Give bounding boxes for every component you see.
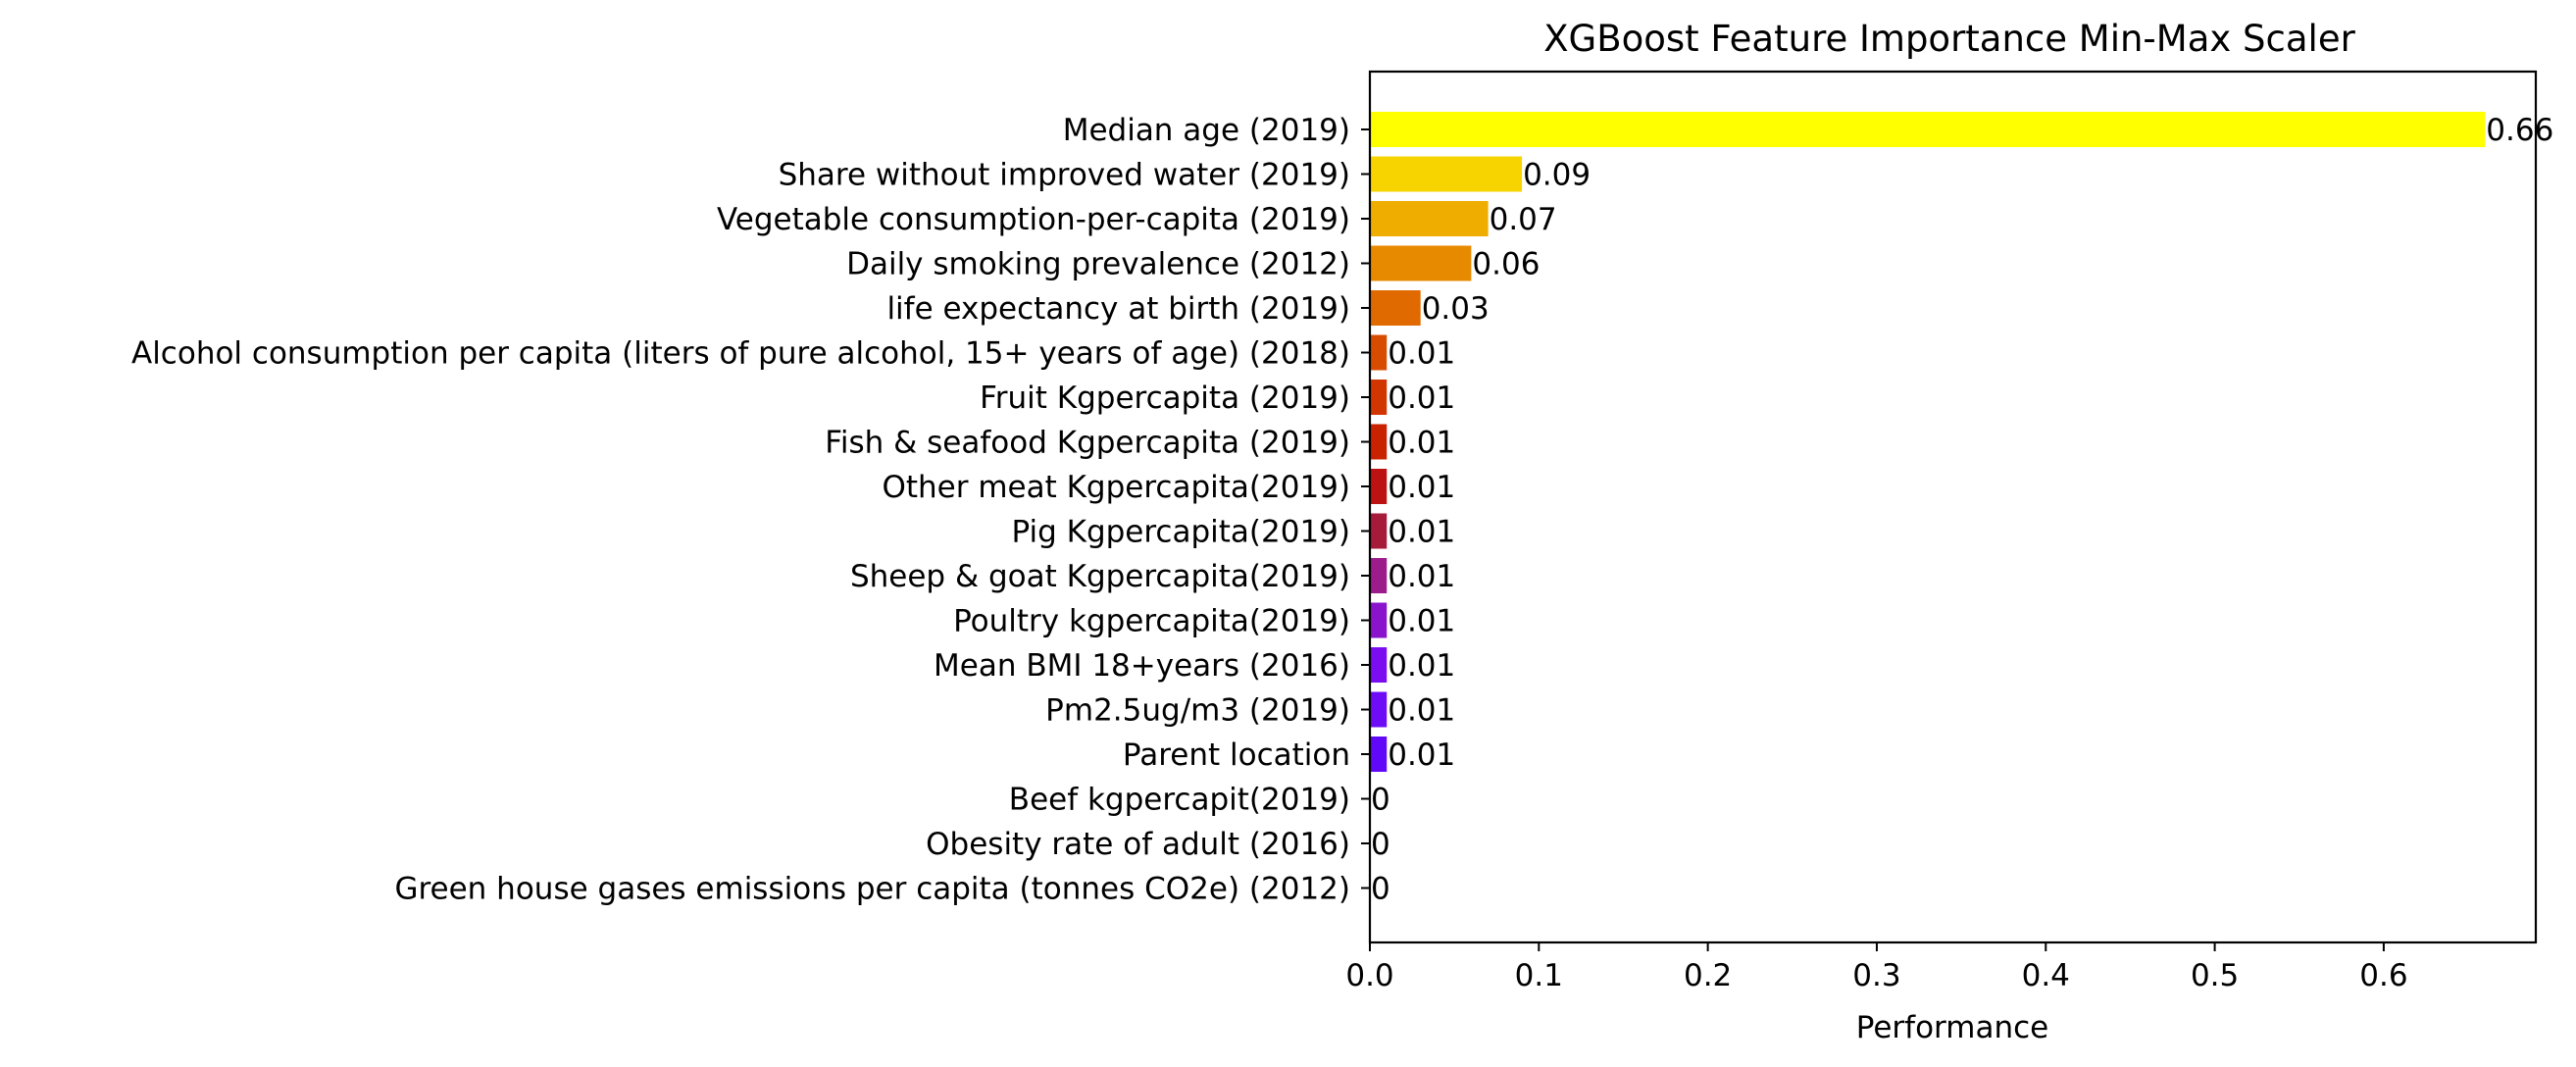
bar <box>1370 647 1388 683</box>
value-label: 0.01 <box>1388 559 1455 594</box>
value-label: 0.09 <box>1523 158 1591 193</box>
y-tick-label: Obesity rate of adult (2016) <box>926 827 1350 862</box>
value-label: 0.06 <box>1472 247 1540 282</box>
value-label: 0.66 <box>2486 113 2553 148</box>
value-label: 0.01 <box>1388 737 1455 773</box>
value-labels: 0.66 0.09 0.07 0.06 0.03 0.01 0.01 0.01 0.01 0.01… <box>1371 113 2553 907</box>
y-tick-label: Other meat Kgpercapita(2019) <box>882 470 1350 505</box>
x-tick-label: 0.0 <box>1345 958 1393 993</box>
bar <box>1370 201 1489 236</box>
y-tick-label: Median age (2019) <box>1063 113 1350 148</box>
y-tick-label: Pig Kgpercapita(2019) <box>1011 515 1350 550</box>
y-tick-label: Poultry kgpercapita(2019) <box>953 604 1350 639</box>
value-label: 0.01 <box>1388 470 1455 505</box>
bar <box>1370 737 1388 772</box>
x-axis-label: Performance <box>1856 1010 2048 1045</box>
value-label: 0.01 <box>1388 515 1455 550</box>
y-tick-label: Fruit Kgpercapita (2019) <box>980 381 1350 416</box>
x-tick-label: 0.5 <box>2191 958 2239 993</box>
y-tick-label: life expectancy at birth (2019) <box>886 291 1350 327</box>
x-tick-label: 0.1 <box>1515 958 1563 993</box>
y-tick-label: Mean BMI 18+years (2016) <box>934 648 1350 684</box>
chart-title: XGBoost Feature Importance Min-Max Scale… <box>1543 18 2355 60</box>
value-label: 0.01 <box>1388 381 1455 416</box>
value-label: 0.01 <box>1388 648 1455 684</box>
bar <box>1370 424 1388 460</box>
y-tick-label: Vegetable consumption-per-capita (2019) <box>717 202 1350 237</box>
bar <box>1370 334 1388 371</box>
bar <box>1370 513 1388 549</box>
value-label: 0 <box>1371 872 1390 907</box>
value-label: 0.03 <box>1422 291 1490 327</box>
x-tick-label: 0.6 <box>2359 958 2407 993</box>
x-axis: 0.0 0.1 0.2 0.3 0.4 0.5 0.6 <box>1345 942 2408 993</box>
y-tick-label: Sheep & goat Kgpercapita(2019) <box>850 559 1350 594</box>
y-tick-label: Share without improved water (2019) <box>779 158 1350 193</box>
bar <box>1370 112 2486 147</box>
y-axis-labels: Median age (2019) Share without improved … <box>131 113 1370 907</box>
value-label: 0.01 <box>1388 426 1455 461</box>
y-tick-label: Pm2.5ug/m3 (2019) <box>1045 693 1350 729</box>
bar <box>1370 290 1421 326</box>
bar <box>1370 469 1388 504</box>
value-label: 0.01 <box>1388 336 1455 372</box>
value-label: 0.01 <box>1388 693 1455 729</box>
y-tick-label: Alcohol consumption per capita (liters o… <box>131 336 1350 372</box>
y-tick-label: Daily smoking prevalence (2012) <box>846 247 1350 282</box>
value-label: 0.07 <box>1490 202 1557 237</box>
plot-frame <box>1368 70 2538 944</box>
x-tick-label: 0.3 <box>1852 958 1900 993</box>
x-tick-label: 0.4 <box>2022 958 2070 993</box>
bar <box>1370 602 1388 638</box>
bar <box>1370 380 1388 415</box>
value-label: 0 <box>1371 827 1390 862</box>
bar <box>1370 245 1472 281</box>
bar <box>1370 558 1388 593</box>
value-label: 0 <box>1371 783 1390 818</box>
y-tick-label: Parent location <box>1123 737 1350 773</box>
bar <box>1370 156 1523 192</box>
value-label: 0.01 <box>1388 604 1455 639</box>
y-tick-label: Beef kgpercapit(2019) <box>1009 783 1350 818</box>
y-tick-label: Green house gases emissions per capita (… <box>394 872 1350 907</box>
y-tick-label: Fish & seafood Kgpercapita (2019) <box>825 426 1350 461</box>
x-tick-label: 0.2 <box>1684 958 1732 993</box>
bar <box>1370 691 1388 728</box>
bars-group <box>1370 112 2486 772</box>
